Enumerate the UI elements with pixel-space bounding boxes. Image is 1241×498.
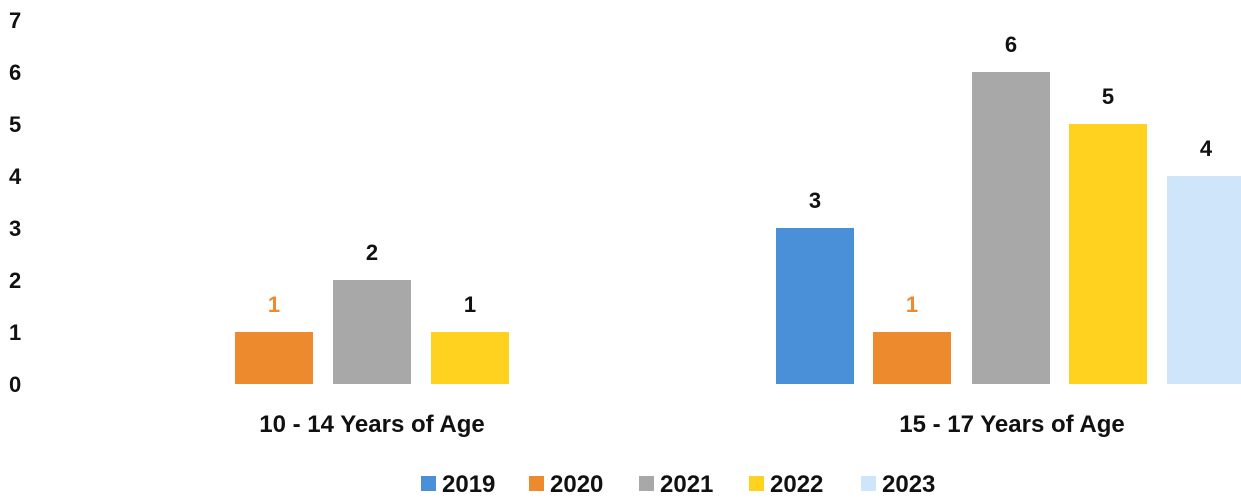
data-label-2021-15-17: 6: [1005, 32, 1017, 57]
bars: [235, 72, 1241, 384]
legend-label-2023: 2023: [882, 471, 935, 498]
legend-label-2020: 2020: [550, 471, 603, 498]
bar-2020-15-17: [873, 332, 951, 384]
data-labels: 1 2 1 3 1 6 5 4: [268, 32, 1213, 317]
category-label-15-17: 15 - 17 Years of Age: [899, 411, 1124, 438]
bar-2021-15-17: [972, 72, 1050, 384]
bar-2020-10-14: [235, 332, 313, 384]
y-tick-label: 2: [9, 268, 21, 293]
data-label-2020-15-17: 1: [906, 292, 918, 317]
y-tick-label: 1: [9, 320, 21, 345]
bar-2023-15-17: [1167, 176, 1241, 384]
x-axis: 10 - 14 Years of Age 15 - 17 Years of Ag…: [259, 411, 1124, 438]
legend-label-2019: 2019: [442, 471, 495, 498]
y-tick-label: 0: [9, 372, 21, 397]
legend-label-2021: 2021: [660, 471, 713, 498]
data-label-2019-15-17: 3: [809, 188, 821, 213]
bar-2019-15-17: [776, 228, 854, 384]
y-tick-label: 5: [9, 112, 21, 137]
data-label-2022-15-17: 5: [1102, 84, 1114, 109]
legend-label-2022: 2022: [770, 471, 823, 498]
legend-swatch-2022: [749, 476, 764, 491]
legend-swatch-2021: [639, 476, 654, 491]
y-tick-label: 4: [9, 164, 22, 189]
y-tick-label: 6: [9, 60, 21, 85]
data-label-2021-10-14: 2: [366, 240, 378, 265]
y-axis: 0 1 2 3 4 5 6 7: [9, 8, 22, 397]
data-label-2020-10-14: 1: [268, 292, 280, 317]
data-label-2023-15-17: 4: [1200, 136, 1213, 161]
legend-swatch-2019: [421, 476, 436, 491]
data-label-2022-10-14: 1: [464, 292, 476, 317]
legend-swatch-2023: [861, 476, 876, 491]
y-tick-label: 7: [9, 8, 21, 33]
y-tick-label: 3: [9, 216, 21, 241]
category-label-10-14: 10 - 14 Years of Age: [259, 411, 484, 438]
legend: 2019 2020 2021 2022 2023: [421, 471, 935, 498]
legend-swatch-2020: [529, 476, 544, 491]
bar-2021-10-14: [333, 280, 411, 384]
bar-2022-10-14: [431, 332, 509, 384]
bar-2022-15-17: [1069, 124, 1147, 384]
